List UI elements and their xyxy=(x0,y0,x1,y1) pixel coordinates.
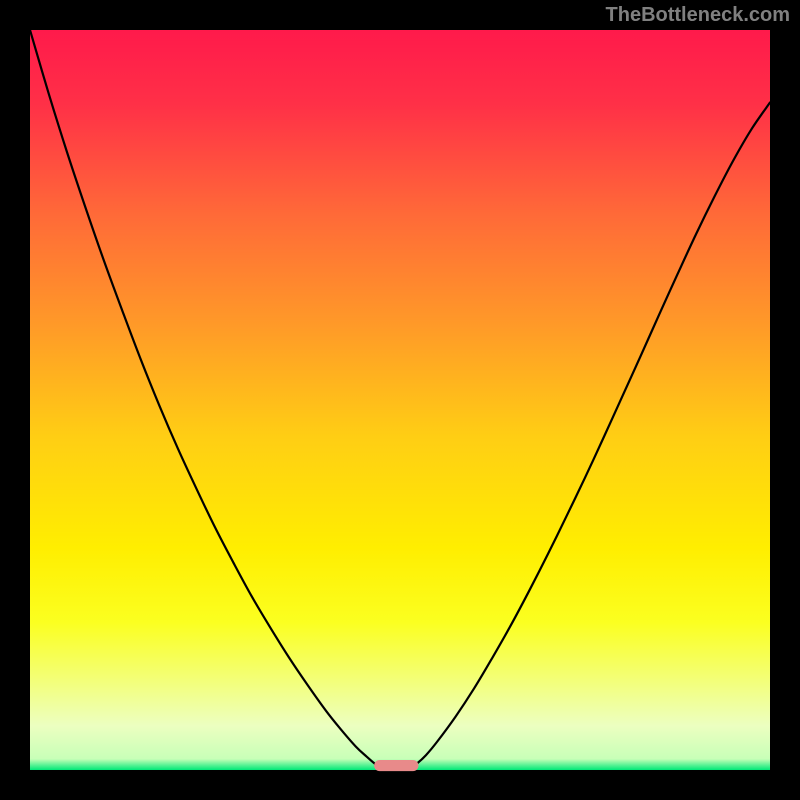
watermark-text: TheBottleneck.com xyxy=(606,4,790,27)
bottleneck-chart xyxy=(0,0,800,800)
plot-background-gradient xyxy=(30,30,770,770)
optimum-marker-capsule xyxy=(374,760,418,771)
